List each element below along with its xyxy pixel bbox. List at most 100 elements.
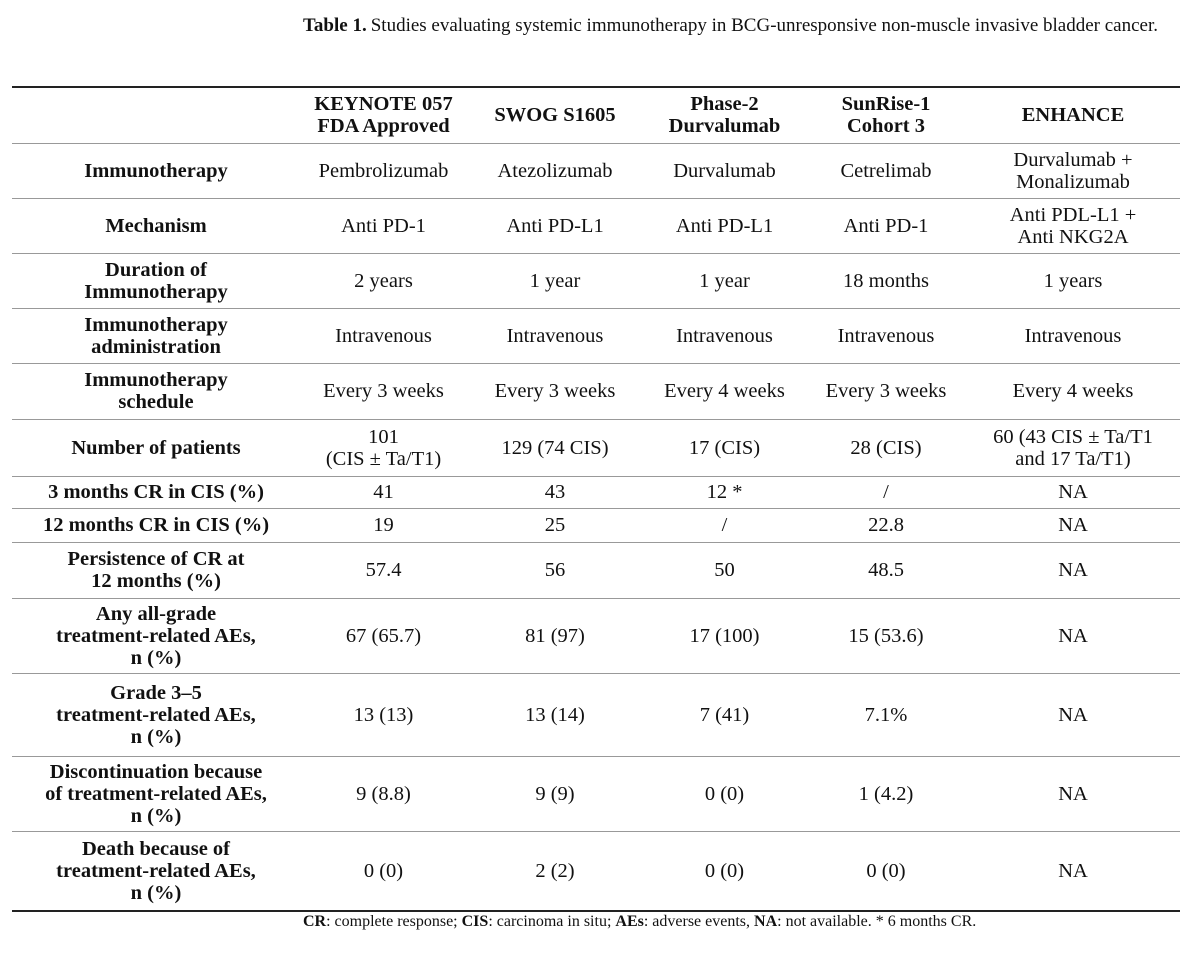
cell-line: n (%) bbox=[130, 881, 182, 904]
table-cell: Intravenous bbox=[300, 308, 467, 363]
row-label: Immunotherapy bbox=[12, 143, 300, 198]
table-cell: 1 (4.2) bbox=[806, 756, 966, 831]
footnote-definition: : complete response; bbox=[326, 913, 458, 930]
table-cell: 1 year bbox=[467, 253, 643, 308]
cell-line: n (%) bbox=[130, 725, 182, 748]
cell-line: 57.4 bbox=[365, 559, 402, 581]
footnote-item: AEs: adverse events, bbox=[615, 913, 750, 930]
table-cell: 48.5 bbox=[806, 542, 966, 598]
cell-line: 7.1% bbox=[864, 703, 908, 726]
cell-line: Intravenous bbox=[1024, 324, 1122, 347]
table-cell: Atezolizumab bbox=[467, 143, 643, 198]
table-cell: / bbox=[806, 476, 966, 508]
footnote-term: AEs bbox=[615, 913, 644, 930]
table-cell: Every 4 weeks bbox=[643, 363, 806, 419]
table-cell: Every 4 weeks bbox=[966, 363, 1180, 419]
table-row: 12 months CR in CIS (%) 19 25 / 22.8 NA bbox=[12, 508, 1180, 542]
cell-line: Grade 3–5 bbox=[110, 681, 202, 704]
table-cell: 41 bbox=[300, 476, 467, 508]
table-cell: NA bbox=[966, 673, 1180, 756]
table-cell: 101 (CIS ± Ta/T1) bbox=[300, 419, 467, 476]
cell-line: Immunotherapy bbox=[84, 159, 228, 182]
cell-line: 12 * bbox=[706, 481, 743, 503]
caption-text: Studies evaluating systemic immunotherap… bbox=[370, 15, 1158, 36]
footnote-item: CR: complete response; bbox=[303, 913, 458, 930]
footnote: CR: complete response; CIS: carcinoma in … bbox=[303, 913, 976, 931]
cell-line: 19 bbox=[373, 514, 394, 536]
cell-line: 129 (74 CIS) bbox=[501, 436, 609, 459]
table-row: Discontinuation because of treatment-rela… bbox=[12, 756, 1180, 831]
table-cell: 57.4 bbox=[300, 542, 467, 598]
cell-line: treatment-related AEs, bbox=[56, 859, 256, 882]
cell-line: of treatment-related AEs, bbox=[45, 782, 267, 805]
cell-line: Cetrelimab bbox=[840, 159, 932, 182]
header-cell: SunRise-1 Cohort 3 bbox=[806, 87, 966, 143]
table-row: Any all-grade treatment-related AEs, n (%)… bbox=[12, 598, 1180, 673]
header-cell: SWOG S1605 bbox=[467, 87, 643, 143]
table-cell: 13 (14) bbox=[467, 673, 643, 756]
cell-line: NA bbox=[1058, 559, 1088, 581]
table-cell: 2 (2) bbox=[467, 831, 643, 911]
cell-line: 81 (97) bbox=[525, 624, 585, 647]
cell-line: administration bbox=[91, 335, 221, 358]
table-cell: 17 (100) bbox=[643, 598, 806, 673]
table-cell: 7.1% bbox=[806, 673, 966, 756]
cell-line: Atezolizumab bbox=[497, 159, 613, 182]
table-cell: 17 (CIS) bbox=[643, 419, 806, 476]
table-cell: Anti PD-L1 bbox=[467, 198, 643, 253]
cell-line: 41 bbox=[373, 481, 394, 503]
cell-line: Immunotherapy bbox=[84, 280, 228, 303]
header-cell bbox=[12, 87, 300, 143]
cell-line: NA bbox=[1058, 514, 1088, 536]
table-cell: 60 (43 CIS ± Ta/T1 and 17 Ta/T1) bbox=[966, 419, 1180, 476]
cell-line: Anti PDL-L1 + bbox=[1009, 203, 1137, 226]
cell-line: SWOG S1605 bbox=[494, 104, 616, 127]
cell-line: Anti PD-L1 bbox=[506, 214, 604, 237]
cell-line: Intravenous bbox=[506, 324, 604, 347]
cell-line: 50 bbox=[714, 559, 735, 581]
table: KEYNOTE 057 FDA Approved SWOG S1605 Phase-2… bbox=[12, 86, 1180, 912]
cell-line: Monalizumab bbox=[1016, 170, 1130, 193]
table-row: Death because of treatment-related AEs, n … bbox=[12, 831, 1180, 911]
header-cell: ENHANCE bbox=[966, 87, 1180, 143]
footnote-term: CIS bbox=[461, 913, 489, 930]
cell-line: 1 year bbox=[529, 269, 581, 292]
table-row: Immunotherapy schedule Every 3 weeks Every … bbox=[12, 363, 1180, 419]
cell-line: Intravenous bbox=[676, 324, 773, 347]
table-row: Grade 3–5 treatment-related AEs, n (%) 13 (… bbox=[12, 673, 1180, 756]
cell-line: Intravenous bbox=[837, 324, 935, 347]
cell-line: 12 months (%) bbox=[91, 570, 221, 592]
row-label: Duration of Immunotherapy bbox=[12, 253, 300, 308]
table-row: Persistence of CR at 12 months (%) 57.4 56 5… bbox=[12, 542, 1180, 598]
table-cell: Every 3 weeks bbox=[467, 363, 643, 419]
table-cell: 19 bbox=[300, 508, 467, 542]
cell-line: 1 (4.2) bbox=[858, 782, 914, 805]
cell-line: 1 year bbox=[699, 269, 750, 292]
table-cell: Anti PD-L1 bbox=[643, 198, 806, 253]
cell-line: 0 (0) bbox=[866, 859, 906, 882]
footnote-note: * 6 months CR. bbox=[875, 913, 977, 930]
table-cell: / bbox=[643, 508, 806, 542]
cell-line: 56 bbox=[544, 559, 566, 581]
cell-line: 9 (9) bbox=[535, 782, 575, 805]
row-label: Persistence of CR at 12 months (%) bbox=[12, 542, 300, 598]
table-cell: 0 (0) bbox=[300, 831, 467, 911]
table-cell: 22.8 bbox=[806, 508, 966, 542]
table-cell: Anti PD-1 bbox=[300, 198, 467, 253]
cell-line: 60 (43 CIS ± Ta/T1 bbox=[993, 425, 1153, 448]
row-label: Discontinuation because of treatment-rela… bbox=[12, 756, 300, 831]
table-cell: 0 (0) bbox=[643, 831, 806, 911]
cell-line: Anti PD-1 bbox=[843, 214, 929, 237]
table-cell: 15 (53.6) bbox=[806, 598, 966, 673]
table-cell: 2 years bbox=[300, 253, 467, 308]
cell-line: treatment-related AEs, bbox=[56, 624, 256, 647]
cell-line: NA bbox=[1058, 703, 1088, 726]
table-cell: 50 bbox=[643, 542, 806, 598]
cell-line: Cohort 3 bbox=[846, 115, 925, 138]
cell-line: Death because of bbox=[81, 837, 231, 860]
cell-line: 25 bbox=[544, 514, 566, 536]
table-cell: Every 3 weeks bbox=[300, 363, 467, 419]
table-cell: 25 bbox=[467, 508, 643, 542]
cell-line: Every 4 weeks bbox=[1012, 380, 1134, 402]
